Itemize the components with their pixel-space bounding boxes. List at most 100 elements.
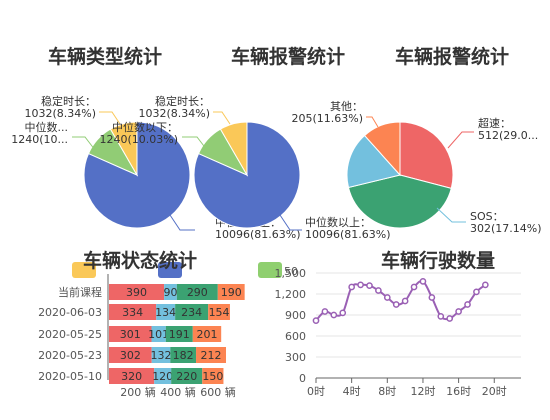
- line-x-tick-label: 8时: [378, 385, 396, 398]
- bar-value-label: 290: [187, 286, 208, 299]
- pie-slice-label: 中位数以上：10096(81.63%): [305, 215, 391, 241]
- legend-swatch[interactable]: [258, 262, 282, 278]
- pie-slice[interactable]: [347, 174, 452, 229]
- bar-segment[interactable]: [165, 326, 193, 342]
- bar-value-label: 212: [201, 349, 222, 362]
- line-x-tick-label: 20时: [482, 385, 507, 398]
- pie-label-line: [99, 111, 121, 125]
- line-data-point[interactable]: [464, 301, 471, 308]
- line-data-point[interactable]: [419, 278, 427, 285]
- bar-value-label: 101: [148, 328, 169, 341]
- line-data-point[interactable]: [455, 308, 462, 315]
- line-data-point[interactable]: [375, 287, 382, 294]
- pie-slice-label: 超速： 512(29.0...: [478, 116, 538, 142]
- bar-value-label: 150: [202, 370, 223, 383]
- line-data-point[interactable]: [473, 288, 480, 296]
- pie-slice[interactable]: [346, 134, 401, 189]
- bar-segment[interactable]: [171, 368, 203, 384]
- bar-segment[interactable]: [154, 368, 172, 384]
- line-data-point[interactable]: [357, 281, 364, 289]
- pie-slice[interactable]: [109, 121, 138, 177]
- line-data-point[interactable]: [366, 282, 373, 289]
- bar-segment[interactable]: [109, 326, 152, 342]
- line-y-tick-label: 900: [285, 309, 306, 322]
- pie-label-line: [72, 136, 96, 151]
- bar-x-tick-label: 400 辆: [160, 385, 196, 399]
- line-data-point[interactable]: [339, 309, 347, 317]
- pie-slice-label: SOS： 302(17.14%): [470, 210, 542, 235]
- legend-swatch[interactable]: [158, 262, 182, 278]
- bar-value-label: 220: [176, 370, 197, 383]
- pie-slice-label: 中位数以下： 1240(10.03%): [99, 120, 178, 146]
- pie-slice[interactable]: [219, 121, 248, 177]
- bar-segment[interactable]: [175, 304, 209, 320]
- line-x-tick-label: 0时: [307, 385, 325, 398]
- bar-segment[interactable]: [192, 326, 222, 342]
- line-data-point[interactable]: [481, 281, 489, 289]
- pie-label-line: [436, 207, 466, 223]
- legend-swatch[interactable]: [72, 262, 96, 278]
- bar-segment[interactable]: [109, 284, 165, 300]
- bar-segment[interactable]: [156, 304, 176, 320]
- bar-value-label: 334: [122, 306, 143, 319]
- bar-segment[interactable]: [208, 304, 230, 320]
- pie-slice-label: 稳定时长： 1032(8.34%): [24, 94, 96, 120]
- line-x-tick-label: 4时: [343, 385, 361, 398]
- bar-value-label: 302: [120, 349, 141, 362]
- bar-segment[interactable]: [151, 347, 171, 363]
- bar-chart-vehicle-status: 当前课程 390 90 290 190 2020-06-03 334 134 234 154 202…: [38, 274, 245, 399]
- line-y-tick-label: 1,200: [275, 288, 307, 301]
- line-data-point[interactable]: [330, 311, 338, 319]
- bar-legend: 50: [72, 262, 298, 278]
- line-data-point[interactable]: [392, 301, 400, 308]
- line-y-tick-label: 300: [285, 351, 306, 364]
- pie-chart-vehicle-alarm-2: 超速： 512(29.0... SOS： 302(17.14%) 其他： 205(11.6…: [291, 100, 541, 235]
- bar-category-label: 2020-05-10: [38, 370, 102, 383]
- bar-segment[interactable]: [202, 368, 224, 384]
- pie-label-line: [182, 136, 208, 151]
- line-data-point[interactable]: [437, 313, 445, 320]
- bar-category-label: 2020-06-03: [38, 306, 102, 319]
- bar-value-label: 191: [169, 328, 190, 341]
- bar-category-label: 2020-05-23: [38, 349, 102, 362]
- bar-segment[interactable]: [109, 368, 155, 384]
- legend-partial-text: 50: [284, 265, 298, 278]
- bar-value-label: 132: [150, 349, 171, 362]
- bar-segment[interactable]: [109, 347, 152, 363]
- bar-segment[interactable]: [109, 304, 157, 320]
- pie-slice-label: 中位数... 1240(10...: [11, 120, 68, 146]
- pie-chart-vehicle-alarm-1: 中位数以上： 10096(81.63%) 中位数以下： 1240(10.03%)稳定时…: [99, 94, 390, 241]
- bar-segment[interactable]: [217, 284, 245, 300]
- pie-slice[interactable]: [363, 121, 401, 177]
- pie-label-line: [279, 214, 302, 231]
- line-data-point[interactable]: [410, 283, 418, 291]
- line-y-tick-label: 1,500: [275, 267, 307, 280]
- bar-value-label: 120: [152, 370, 173, 383]
- bar-segment[interactable]: [151, 326, 166, 342]
- line-data-point[interactable]: [446, 315, 454, 322]
- pie-label-line: [213, 111, 231, 125]
- bar-value-label: 201: [196, 328, 217, 341]
- pie-chart-vehicle-type: 中位数以上：10096(81.63%)中位数...1240(10...稳定时长：…: [11, 94, 300, 241]
- bar-x-tick-label: 600 辆: [200, 385, 236, 399]
- bar-segment[interactable]: [170, 347, 197, 363]
- chart-title-vehicle-alarm-2: 车辆报警统计: [395, 45, 509, 68]
- pie-slice[interactable]: [399, 121, 454, 189]
- line-chart-vehicle-driving: 0 300 600 900 1,200 1,500 0时 4时 8时 12时 16时 20时: [275, 267, 521, 398]
- pie-slice-label: 其他： 205(11.63%): [291, 100, 363, 125]
- line-data-point[interactable]: [321, 308, 329, 315]
- bar-segment[interactable]: [176, 284, 218, 300]
- bar-segment[interactable]: [196, 347, 226, 363]
- bar-segment[interactable]: [164, 284, 177, 300]
- line-x-tick-label: 16时: [446, 385, 471, 398]
- pie-slice-label: 稳定时长： 1032(8.34%): [138, 94, 210, 120]
- bar-value-label: 320: [121, 370, 142, 383]
- bar-value-label: 134: [155, 306, 176, 319]
- bar-value-label: 190: [221, 286, 242, 299]
- line-data-point[interactable]: [348, 283, 356, 291]
- line-data-point[interactable]: [428, 294, 436, 301]
- line-data-point[interactable]: [383, 294, 391, 301]
- line-data-point[interactable]: [401, 297, 409, 305]
- line-data-point[interactable]: [312, 317, 320, 324]
- bar-value-label: 234: [181, 306, 202, 319]
